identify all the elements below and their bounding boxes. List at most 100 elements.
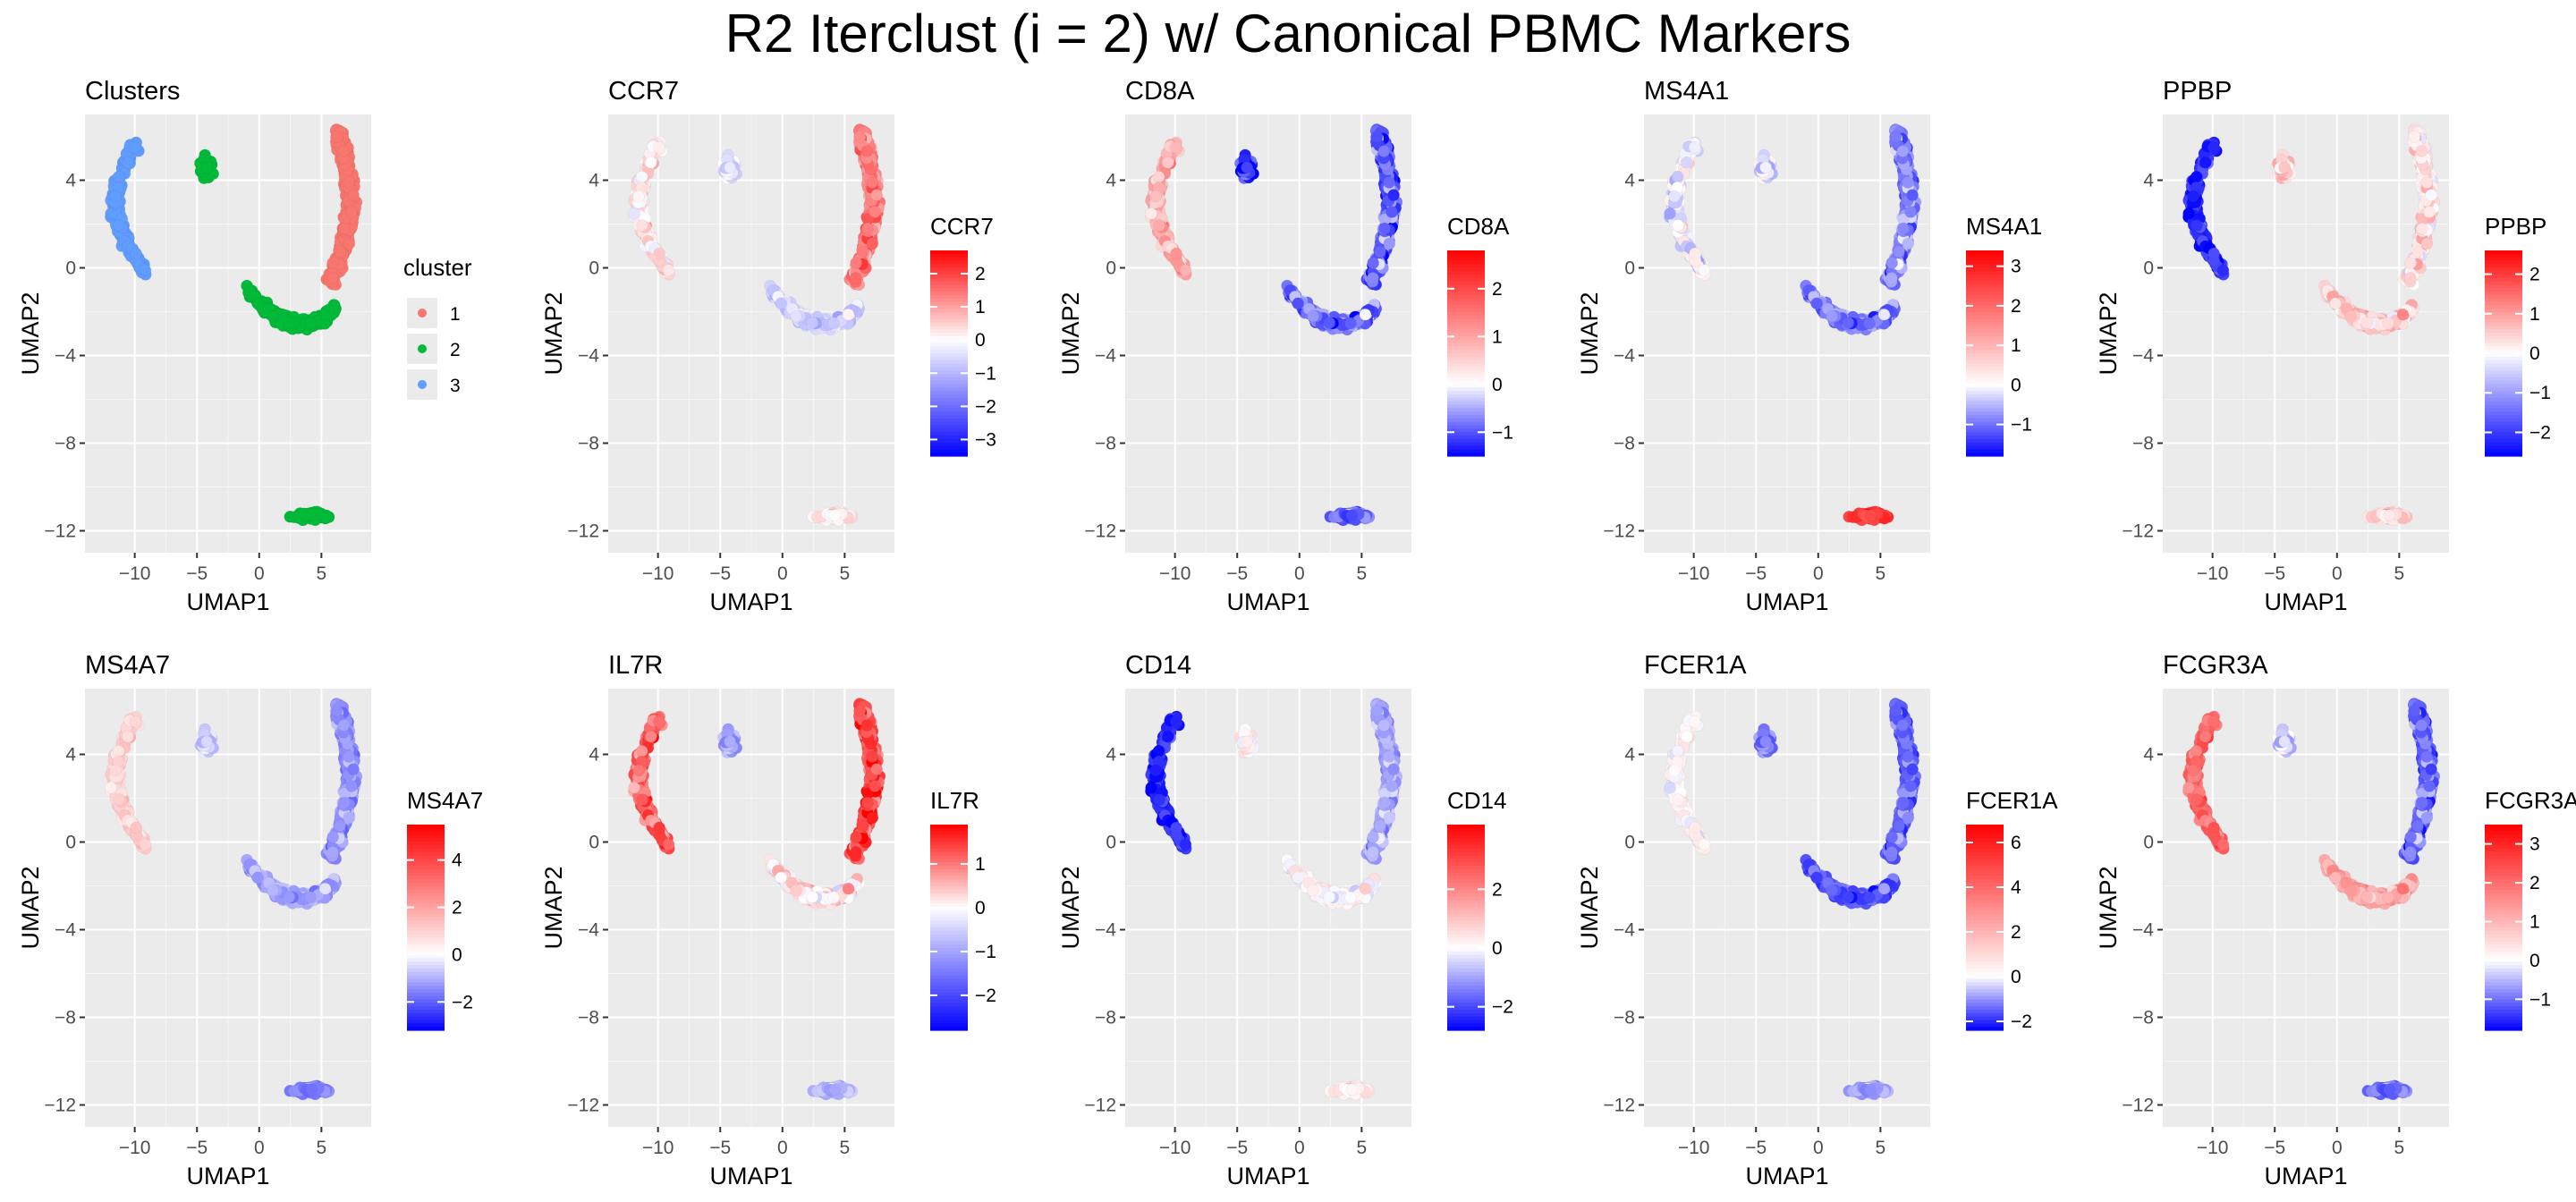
- colorbar-step: [930, 377, 968, 382]
- y-tick-label: −4: [578, 346, 599, 367]
- colorbar-step: [2485, 333, 2522, 337]
- data-point: [326, 272, 339, 284]
- legend-label: 2: [450, 340, 461, 360]
- x-tick-label: 0: [777, 563, 788, 584]
- colorbar-step: [930, 333, 968, 337]
- data-point: [343, 237, 356, 250]
- colorbar-step: [1966, 309, 2004, 313]
- data-point: [345, 206, 358, 218]
- colorbar-step: [1447, 343, 1485, 347]
- data-point: [1681, 156, 1693, 169]
- data-point: [105, 207, 117, 220]
- x-tick-label: −10: [642, 563, 674, 584]
- x-axis-label: UMAP1: [709, 588, 792, 615]
- panel-title: MS4A1: [1644, 77, 1729, 106]
- y-axis-label: UMAP2: [1576, 292, 1603, 375]
- colorbar-step: [2485, 380, 2522, 385]
- colorbar-step: [1447, 408, 1485, 412]
- x-tick-label: 5: [2394, 563, 2405, 584]
- data-point: [1323, 317, 1336, 329]
- panel-title: CCR7: [608, 77, 679, 106]
- colorbar-step: [930, 309, 968, 313]
- colorbar-step: [1447, 401, 1485, 406]
- y-tick-label: −8: [55, 1008, 76, 1028]
- colorbar-step: [1966, 322, 2004, 326]
- colorbar-step: [1447, 264, 1485, 268]
- data-point: [828, 509, 842, 522]
- colorbar-step: [2485, 377, 2522, 382]
- colorbar-step: [1447, 374, 1485, 378]
- colorbar-tick-label: −1: [2011, 415, 2032, 436]
- colorbar-step: [1966, 391, 2004, 395]
- colorbar-step: [2485, 277, 2522, 283]
- colorbar-step: [2485, 326, 2522, 330]
- colorbar-step: [1447, 411, 1485, 416]
- colorbar-title: CD8A: [1447, 213, 1510, 240]
- colorbar-step: [1966, 335, 2004, 341]
- colorbar-step: [1447, 421, 1485, 427]
- colorbar-step: [2485, 356, 2522, 361]
- x-tick-label: −10: [119, 1138, 151, 1158]
- colorbar-step: [2485, 329, 2522, 334]
- data-point: [251, 297, 265, 310]
- colorbar-step: [930, 353, 968, 358]
- data-point: [853, 131, 867, 143]
- x-tick-label: 0: [254, 1138, 265, 1158]
- colorbar-step: [930, 318, 968, 324]
- colorbar-step: [930, 397, 968, 402]
- colorbar-step: [2485, 318, 2522, 324]
- y-tick-label: 0: [1624, 258, 1635, 279]
- colorbar-step: [930, 264, 968, 268]
- colorbar-step: [2485, 305, 2522, 309]
- colorbar-step: [1966, 288, 2004, 292]
- x-tick-label: −10: [119, 563, 151, 584]
- colorbar-step: [2485, 436, 2522, 440]
- data-point: [866, 176, 878, 189]
- colorbar-step: [2485, 425, 2522, 429]
- colorbar-step: [2485, 394, 2522, 399]
- data-point: [2344, 309, 2357, 323]
- colorbar-tick-label: −1: [2529, 383, 2551, 403]
- data-point: [2329, 297, 2342, 310]
- colorbar-step: [930, 415, 968, 419]
- colorbar-step: [2485, 415, 2522, 419]
- data-point: [109, 190, 122, 203]
- colorbar-step: [1447, 425, 1485, 429]
- colorbar-tick-label: −2: [975, 396, 996, 417]
- colorbar-step: [930, 326, 968, 330]
- x-tick-label: −10: [2197, 563, 2229, 584]
- y-axis-label: UMAP2: [2095, 292, 2122, 375]
- colorbar-tick-label: 1: [2011, 335, 2021, 356]
- colorbar-step: [930, 356, 968, 361]
- colorbar-step: [930, 425, 968, 429]
- data-point: [1367, 257, 1379, 269]
- data-point: [2396, 308, 2410, 321]
- colorbar-step: [1447, 445, 1485, 450]
- legend-swatch: [418, 380, 427, 389]
- colorbar-title: PPBP: [2485, 213, 2546, 240]
- data-point: [2187, 190, 2199, 203]
- colorbar-step: [1447, 453, 1485, 457]
- legend-label: 1: [450, 304, 461, 325]
- data-point: [628, 207, 640, 220]
- colorbar-tick-label: 1: [1492, 326, 1503, 347]
- data-point: [1885, 272, 1898, 284]
- y-tick-label: 4: [589, 171, 599, 191]
- colorbar-step: [2485, 453, 2522, 457]
- legend-swatch: [418, 344, 427, 353]
- y-tick-label: −8: [2132, 434, 2154, 454]
- data-point: [1344, 317, 1357, 330]
- colorbar-step: [2485, 292, 2522, 296]
- colorbar-step: [1966, 415, 2004, 419]
- colorbar-step: [930, 367, 968, 371]
- colorbar-tick-label: 0: [975, 330, 986, 351]
- colorbar-step: [1966, 250, 2004, 255]
- colorbar-tick-label: 2: [975, 264, 986, 284]
- data-point: [644, 156, 657, 169]
- colorbar-step: [1447, 271, 1485, 275]
- colorbar-step: [930, 421, 968, 427]
